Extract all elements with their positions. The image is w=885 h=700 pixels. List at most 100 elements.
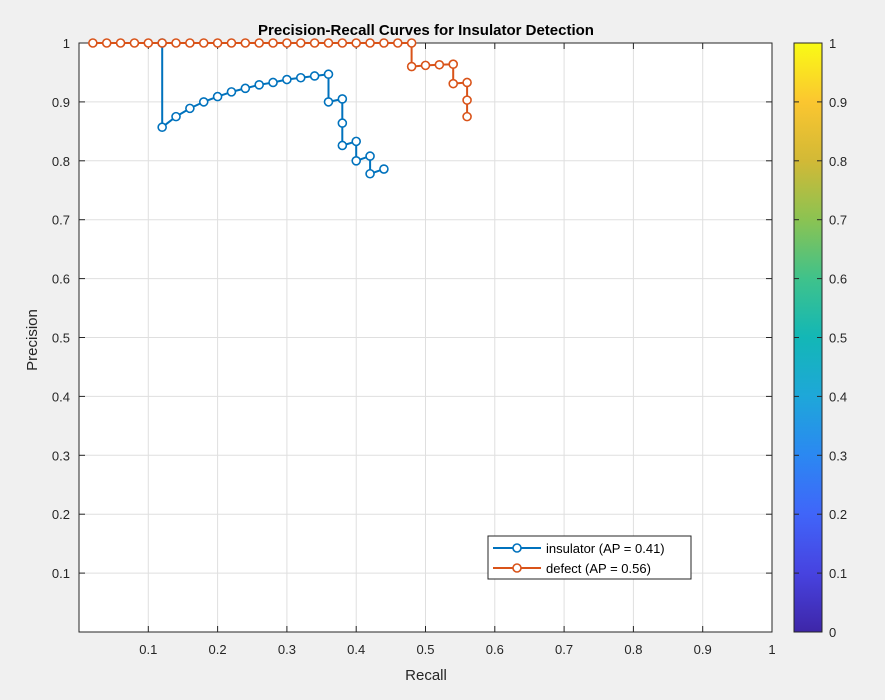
x-tick-label: 0.1 — [139, 642, 157, 657]
x-tick-label: 0.8 — [624, 642, 642, 657]
data-point — [282, 74, 292, 85]
colorbar-tick-label: 0.2 — [829, 507, 847, 522]
data-point — [406, 38, 417, 48]
data-point — [323, 38, 334, 48]
data-point — [337, 38, 348, 48]
data-point — [282, 38, 292, 48]
data-point — [240, 83, 251, 94]
data-point — [406, 61, 417, 72]
data-point — [171, 38, 181, 48]
x-tick-label: 0.7 — [555, 642, 573, 657]
data-point — [254, 38, 264, 48]
x-tick-label: 0.3 — [278, 642, 296, 657]
y-tick-label: 0.6 — [52, 272, 70, 287]
data-point — [268, 38, 278, 48]
data-point — [115, 38, 126, 48]
series-insulator — [157, 38, 389, 179]
y-tick-label: 0.8 — [52, 154, 70, 169]
data-point — [351, 136, 362, 147]
x-tick-label: 0.5 — [416, 642, 434, 657]
y-tick-label: 0.4 — [52, 389, 70, 404]
y-tick-label: 0.9 — [52, 95, 70, 110]
data-point — [198, 38, 209, 48]
data-point — [88, 38, 98, 48]
legend-box — [487, 535, 692, 580]
legend-label: defect (AP = 0.56) — [546, 561, 651, 576]
data-point — [240, 38, 251, 48]
chart-title: Precision-Recall Curves for Insulator De… — [258, 22, 594, 39]
data-point — [295, 72, 306, 83]
colorbar: 0 0.1 0.2 0.3 0.4 0.5 0.6 0.7 0.8 0.9 1 — [793, 36, 847, 640]
data-point — [448, 78, 459, 89]
plot-area: 0.1 0.2 0.3 0.4 0.5 0.6 0.7 0.8 0.9 1 0.1 0.2 0.3 0.4… — [52, 36, 776, 657]
colorbar-tick-label: 0.8 — [829, 154, 847, 169]
y-axis-label: Precision — [24, 309, 41, 371]
x-tick-label: 1 — [768, 642, 775, 657]
data-point — [462, 111, 472, 122]
data-point — [351, 156, 362, 166]
y-tick-label: 0.2 — [52, 507, 70, 522]
x-tick-label: 0.6 — [486, 642, 504, 657]
data-point — [379, 38, 389, 48]
data-point — [198, 97, 209, 107]
data-point — [129, 38, 140, 48]
legend-marker — [512, 543, 522, 553]
data-point — [323, 69, 334, 80]
plot-frame — [78, 42, 773, 633]
data-point — [351, 38, 362, 48]
y-tick-label: 1 — [63, 36, 70, 51]
legend-label: insulator (AP = 0.41) — [546, 541, 665, 556]
data-point — [365, 168, 375, 179]
x-axis-label: Recall — [405, 667, 447, 684]
colorbar-tick-label: 0.5 — [829, 331, 847, 346]
data-point — [157, 38, 167, 48]
data-point — [365, 151, 375, 161]
legend-marker — [512, 563, 522, 573]
data-point — [337, 140, 348, 151]
data-point — [337, 94, 348, 104]
data-point — [212, 91, 223, 102]
x-tick-label: 0.2 — [209, 642, 227, 657]
data-point — [309, 38, 320, 48]
data-point — [254, 80, 264, 90]
data-point — [379, 164, 389, 174]
data-point — [101, 38, 112, 48]
colorbar-tick-label: 0.9 — [829, 95, 847, 110]
data-point — [365, 38, 375, 48]
x-tick-label: 0.4 — [347, 642, 365, 657]
data-point — [323, 97, 334, 107]
data-point — [392, 38, 403, 48]
data-point — [337, 118, 348, 128]
data-point — [143, 38, 154, 48]
data-point — [185, 38, 195, 48]
y-tick-label: 0.7 — [52, 213, 70, 228]
y-tick-label: 0.1 — [52, 566, 70, 581]
data-point — [226, 38, 237, 48]
colorbar-tick-label: 1 — [829, 36, 836, 51]
colorbar-tick-label: 0.6 — [829, 272, 847, 287]
data-point — [462, 77, 472, 88]
colorbar-tick-label: 0 — [829, 625, 836, 640]
colorbar-tick-label: 0.1 — [829, 566, 847, 581]
legend-entry: insulator (AP = 0.41) — [493, 541, 665, 556]
y-tick-label: 0.3 — [52, 448, 70, 463]
data-point — [185, 103, 195, 114]
data-point — [420, 60, 431, 71]
data-point — [434, 59, 445, 70]
data-point — [268, 77, 278, 88]
data-point — [462, 95, 472, 105]
colorbar-tick-label: 0.4 — [829, 389, 847, 404]
data-point — [171, 111, 181, 122]
colorbar-tick-label: 0.3 — [829, 448, 847, 463]
colorbar-tick-label: 0.7 — [829, 213, 847, 228]
series-defect — [88, 38, 472, 122]
x-tick-label: 0.9 — [694, 642, 712, 657]
y-tick-label: 0.5 — [52, 331, 70, 346]
legend-entry: defect (AP = 0.56) — [493, 561, 651, 576]
data-point — [448, 59, 459, 70]
data-point — [226, 87, 237, 97]
data-point — [212, 38, 223, 48]
legend[interactable]: insulator (AP = 0.41) defect (AP = 0.56) — [487, 535, 692, 580]
